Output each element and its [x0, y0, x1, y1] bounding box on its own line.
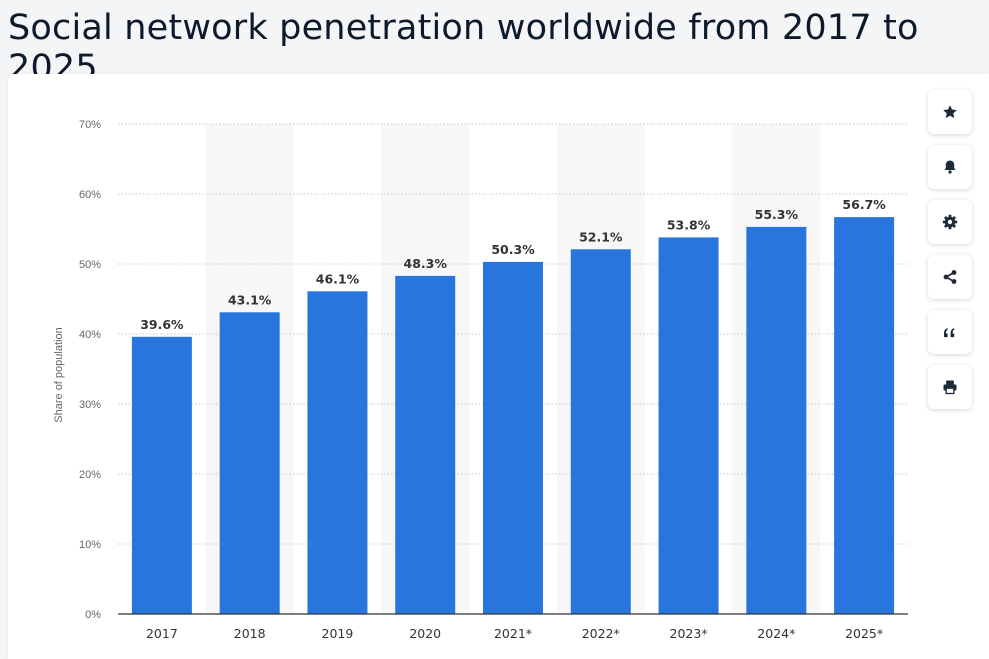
y-tick-label: 0%	[85, 609, 101, 621]
notification-button[interactable]	[928, 145, 972, 189]
page-title: Social network penetration worldwide fro…	[8, 8, 919, 88]
print-button[interactable]	[928, 365, 972, 409]
star-icon	[943, 105, 957, 118]
data-label: 52.1%	[579, 229, 623, 244]
gear-icon	[942, 214, 958, 230]
bar	[483, 261, 543, 614]
data-label: 46.1%	[316, 271, 360, 286]
x-tick-label: 2024*	[757, 626, 795, 641]
x-tick-label: 2022*	[582, 626, 620, 641]
bar	[395, 275, 456, 614]
y-tick-label: 10%	[79, 539, 101, 551]
y-tick-label: 60%	[79, 189, 101, 201]
data-label: 56.7%	[842, 197, 886, 212]
bar	[658, 237, 719, 614]
x-tick-label: 2023*	[670, 626, 708, 641]
y-tick-label: 30%	[79, 399, 101, 411]
bar	[834, 217, 895, 614]
bar	[746, 226, 807, 614]
data-label: 43.1%	[228, 292, 272, 307]
bar	[219, 312, 280, 614]
y-tick-label: 20%	[79, 469, 101, 481]
x-tick-label: 2017	[146, 626, 178, 641]
x-tick-label: 2020	[409, 626, 441, 641]
data-label: 50.3%	[491, 242, 535, 257]
data-label: 39.6%	[140, 317, 184, 332]
share-icon	[943, 270, 957, 284]
share-button[interactable]	[928, 255, 972, 299]
x-tick-label: 2019	[322, 626, 354, 641]
print-icon	[943, 380, 957, 395]
data-label: 53.8%	[667, 217, 711, 232]
y-axis-title: Share of population	[53, 327, 65, 422]
settings-button[interactable]	[928, 200, 972, 244]
y-tick-label: 50%	[79, 259, 101, 271]
bar	[131, 336, 192, 614]
favorite-button[interactable]	[928, 90, 972, 134]
bell-icon	[944, 160, 956, 174]
chart-toolbar	[928, 90, 972, 409]
bar	[570, 249, 631, 615]
y-tick-label: 70%	[79, 119, 101, 131]
data-label: 55.3%	[755, 207, 799, 222]
x-tick-label: 2018	[234, 626, 266, 641]
cite-button[interactable]	[928, 310, 972, 354]
x-tick-label: 2021*	[494, 626, 532, 641]
bar	[307, 291, 368, 614]
x-tick-label: 2025*	[845, 626, 883, 641]
data-label: 48.3%	[404, 256, 448, 271]
y-tick-label: 40%	[79, 329, 101, 341]
quote-icon	[944, 328, 955, 338]
